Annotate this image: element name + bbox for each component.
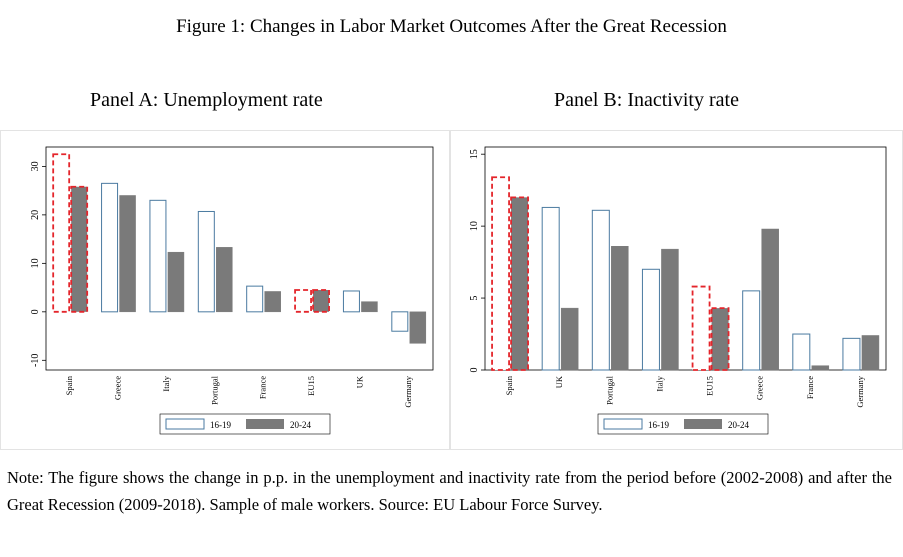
x-tick-label: Germany (403, 375, 413, 407)
bar-16-19-italy (641, 268, 660, 371)
bar-16-19-france (792, 333, 811, 371)
bar-20-24-portugal (611, 246, 629, 371)
bar-20-24-germany (861, 335, 880, 371)
bar-16-19-greece (742, 290, 761, 371)
bar-20-24-greece (119, 195, 136, 313)
bar-16-19-germany (391, 311, 409, 332)
bar-16-19-eu15 (294, 289, 312, 313)
figure-title: Figure 1: Changes in Labor Market Outcom… (176, 16, 727, 37)
bar-20-24-italy (661, 248, 679, 371)
bar-20-24-eu15 (312, 289, 330, 313)
legend-label-16-19: 16-19 (210, 420, 231, 430)
y-tick-label: 5 (469, 296, 480, 301)
bar-16-19-germany (842, 337, 861, 371)
panel-b-chart: 0 5 10 15 Spain UK Portugal Italy EU15 Greece Fran… (450, 130, 903, 450)
y-tick-label: 10 (30, 258, 41, 268)
bar-16-19-italy (149, 199, 167, 313)
bar-20-24-uk (361, 301, 378, 313)
bar-16-19-portugal (591, 209, 610, 371)
bar-20-24-germany (409, 311, 427, 344)
bar-16-19-greece (101, 182, 119, 313)
x-tick-label: Spain (504, 375, 514, 395)
panel-b-title: Panel B: Inactivity rate (554, 89, 739, 111)
bar-20-24-france (264, 291, 281, 313)
bar-16-19-portugal (197, 210, 215, 313)
x-tick-label: Portugal (604, 375, 614, 404)
chart-frame (0, 130, 450, 450)
y-tick-label: 20 (30, 210, 41, 220)
panel-a-chart: -10 0 10 20 30 Spain Greece Italy Portugal France… (0, 130, 450, 450)
y-tick-label: 0 (469, 368, 480, 373)
legend-key-20-24 (684, 419, 722, 429)
legend-label-20-24: 20-24 (728, 420, 749, 430)
x-tick-label: Spain (64, 375, 74, 395)
y-tick-label: -10 (30, 354, 41, 367)
x-tick-label: Greece (755, 376, 765, 400)
y-tick-label: 30 (30, 161, 41, 171)
plot-area (45, 146, 434, 371)
figure-note: Note: The figure shows the change in p.p… (7, 468, 892, 514)
bar-20-24-spain (70, 185, 89, 313)
bar-20-24-eu15 (710, 307, 730, 371)
x-tick-label: UK (554, 375, 564, 388)
legend-key-16-19 (603, 418, 643, 430)
x-tick-label: France (258, 376, 268, 399)
bar-20-24-portugal (216, 247, 233, 313)
x-tick-label: Italy (161, 375, 171, 391)
legend-label-20-24: 20-24 (290, 420, 311, 430)
bar-16-19-spain (52, 153, 71, 313)
legend-key-16-19 (165, 418, 205, 430)
legend-key-20-24 (246, 419, 284, 429)
x-tick-label: UK (354, 375, 364, 388)
x-tick-label: Portugal (209, 375, 219, 404)
bar-16-19-uk (342, 290, 360, 313)
x-tick-label: Italy (654, 375, 664, 391)
panel-a-title: Panel A: Unemployment rate (90, 89, 323, 111)
bar-20-24-greece (761, 228, 779, 371)
y-tick-label: 0 (30, 309, 41, 314)
legend-label-16-19: 16-19 (648, 420, 669, 430)
bar-20-24-spain (510, 196, 529, 371)
x-tick-label: Greece (113, 376, 123, 400)
x-tick-label: EU15 (705, 376, 715, 396)
x-tick-label: Germany (855, 375, 865, 407)
bar-16-19-france (246, 285, 264, 313)
bar-16-19-eu15 (691, 285, 711, 371)
bar-20-24-italy (167, 251, 185, 313)
bar-20-24-uk (560, 307, 579, 371)
x-tick-label: France (805, 376, 815, 399)
bar-16-19-spain (491, 176, 510, 371)
y-tick-label: 15 (469, 149, 480, 159)
y-tick-label: 10 (469, 221, 480, 231)
bar-20-24-france (811, 365, 830, 371)
bar-16-19-uk (541, 206, 560, 371)
plot-area (484, 146, 887, 371)
x-tick-label: EU15 (306, 376, 316, 396)
